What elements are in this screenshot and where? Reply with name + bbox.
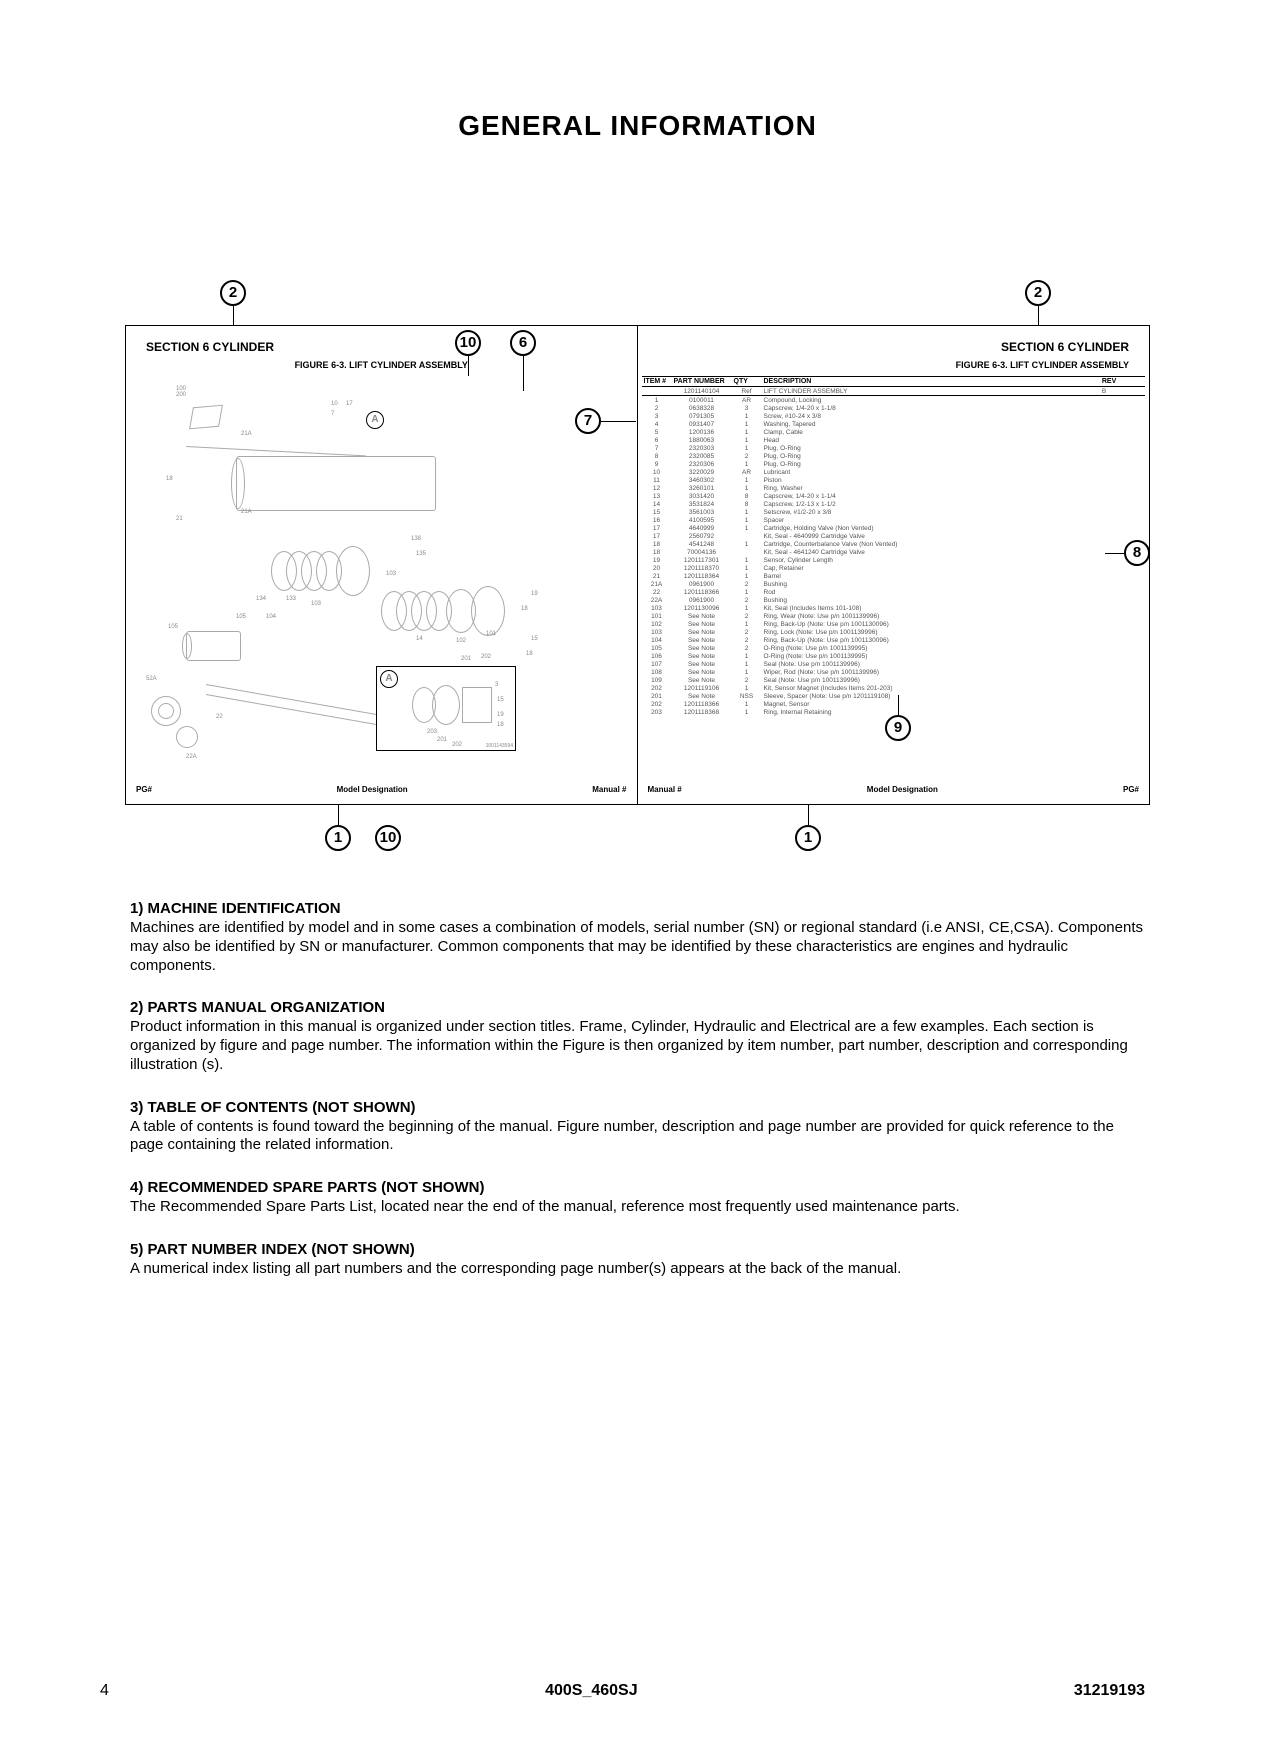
table-header: DESCRIPTION [762,377,1100,387]
table-row: 206383283Capscrew, 1/4-20 x 1-1/8 [642,404,1146,412]
table-row: 1330314208Capscrew, 1/4-20 x 1-1/4 [642,492,1146,500]
parts-table: ITEM #PART NUMBERQTYDESCRIPTIONREV 12011… [642,376,1146,716]
table-row: 1435318248Capscrew, 1/2-13 x 1-1/2 [642,500,1146,508]
section-heading: 5) PART NUMBER INDEX (NOT SHOWN) [130,1241,1145,1258]
callout-2-right: 2 [1025,280,1051,306]
section-body: A numerical index listing all part numbe… [130,1260,1145,1279]
table-row: 103220029ARLubricant [642,468,1146,476]
table-header: REV [1100,377,1145,387]
section-heading: 1) MACHINE IDENTIFICATION [130,900,1145,917]
table-row: 108See Note1Wiper, Rod (Note: Use p/n 10… [642,668,1146,676]
callout-2-left: 2 [220,280,246,306]
table-row: 1232601011Ring, Washer [642,484,1146,492]
table-row: 1201140104RefLIFT CYLINDER ASSEMBLYB [642,387,1146,396]
section-body: Machines are identified by model and in … [130,919,1145,975]
table-row: 1845412481Cartridge, Counterbalance Valv… [642,540,1146,548]
callout-6: 6 [510,330,536,356]
model-designation: 400S_460SJ [545,1682,638,1700]
table-row: 1912011173011Sensor, Cylinder Length [642,556,1146,564]
detail-a-badge-inset: A [380,670,398,688]
text-section: 4) RECOMMENDED SPARE PARTS (NOT SHOWN) Th… [130,1179,1145,1217]
manual-number: 31219193 [1074,1682,1145,1700]
table-row: 105See Note2O-Ring (Note: Use p/n 100113… [642,644,1146,652]
section-heading: 4) RECOMMENDED SPARE PARTS (NOT SHOWN) [130,1179,1145,1196]
table-row: 20212011191061Kit, Sensor Magnet (Includ… [642,684,1146,692]
table-row: 1641005951Spacer [642,516,1146,524]
callout-9: 9 [885,715,911,741]
page-footer: 4 400S_460SJ 31219193 [0,1682,1275,1700]
callout-1-right: 1 [795,825,821,851]
page-title: GENERAL INFORMATION [0,110,1275,142]
table-row: 923203061Plug, O-Ring [642,460,1146,468]
table-row: 10312011300961Kit, Seal (Includes Items … [642,604,1146,612]
content-sections: 1) MACHINE IDENTIFICATION Machines are id… [130,900,1145,1303]
table-header: PART NUMBER [672,377,732,387]
text-section: 5) PART NUMBER INDEX (NOT SHOWN) A numeri… [130,1241,1145,1279]
detail-a-inset: A 203 201 202 3 15 19 18 1001143594 [376,666,516,751]
right-section-header: SECTION 6 CYLINDER [1001,340,1129,354]
detail-a-badge: A [366,411,384,429]
table-row: 512001361Clamp, Cable [642,428,1146,436]
table-row: 201See NoteNSSSleeve, Spacer (Note: Use … [642,692,1146,700]
right-footer-model: Model Designation [867,785,938,794]
text-section: 2) PARTS MANUAL ORGANIZATION Product info… [130,999,1145,1074]
table-row: 21A09619002Bushing [642,580,1146,588]
table-row: 1870004136Kit, Seal - 4641240 Cartridge … [642,548,1146,556]
table-row: 20212011183661Magnet, Sensor [642,700,1146,708]
manual-page-frame: SECTION 6 CYLINDER FIGURE 6-3. LIFT CYLI… [125,325,1150,805]
left-section-header: SECTION 6 CYLINDER [146,340,274,354]
table-row: 723203031Plug, O-Ring [642,444,1146,452]
left-footer-row: PG# Model Designation Manual # [136,785,627,794]
section-heading: 3) TABLE OF CONTENTS (NOT SHOWN) [130,1099,1145,1116]
table-row: 1535610031Setscrew, #1/2-20 x 3/8 [642,508,1146,516]
section-body: Product information in this manual is or… [130,1018,1145,1074]
table-row: 2012011183701Cap, Retainer [642,564,1146,572]
section-body: A table of contents is found toward the … [130,1118,1145,1156]
left-footer-manual: Manual # [592,785,626,794]
left-figure-title: FIGURE 6-3. LIFT CYLINDER ASSEMBLY [126,360,637,370]
section-heading: 2) PARTS MANUAL ORGANIZATION [130,999,1145,1016]
callout-7: 7 [575,408,601,434]
diagram-container: 2 2 10 6 7 8 9 1 10 1 SECTION 6 CYLINDER… [125,280,1150,850]
right-footer-manual: Manual # [648,785,682,794]
table-header: QTY [732,377,762,387]
section-body: The Recommended Spare Parts List, locate… [130,1198,1145,1217]
table-row: 1134603021Piston [642,476,1146,484]
table-row: 22A09619002Bushing [642,596,1146,604]
table-row: 618800631Head [642,436,1146,444]
callout-10-bottom: 10 [375,825,401,851]
table-header: ITEM # [642,377,672,387]
table-row: 109See Note2Seal (Note: Use p/n 10011399… [642,676,1146,684]
table-row: 106See Note1O-Ring (Note: Use p/n 100113… [642,652,1146,660]
table-row: 2112011183641Barrel [642,572,1146,580]
right-footer-pg: PG# [1123,785,1139,794]
left-footer-model: Model Designation [337,785,408,794]
right-figure-title: FIGURE 6-3. LIFT CYLINDER ASSEMBLY [638,360,1150,370]
table-row: 172560792Kit, Seal - 4640999 Cartridge V… [642,532,1146,540]
table-row: 2212011183661Rod [642,588,1146,596]
text-section: 3) TABLE OF CONTENTS (NOT SHOWN) A table … [130,1099,1145,1156]
table-row: 104See Note2Ring, Back-Up (Note: Use p/n… [642,636,1146,644]
table-row: 101See Note2Ring, Wear (Note: Use p/n 10… [642,612,1146,620]
page-number: 4 [100,1682,109,1700]
table-row: 307913051Screw, #10-24 x 3/8 [642,412,1146,420]
table-row: 409314071Washing, Tapered [642,420,1146,428]
table-row: 10100011ARCompound, Locking [642,396,1146,405]
callout-8: 8 [1124,540,1150,566]
exploded-view: 100200 A 10 7 17 21A 18 21 21A [136,376,627,764]
table-row: 823200852Plug, O-Ring [642,452,1146,460]
table-row: 1746409991Cartridge, Holding Valve (Non … [642,524,1146,532]
left-panel: SECTION 6 CYLINDER FIGURE 6-3. LIFT CYLI… [126,326,638,804]
table-row: 103See Note2Ring, Lock (Note: Use p/n 10… [642,628,1146,636]
callout-1-left: 1 [325,825,351,851]
callout-10-top: 10 [455,330,481,356]
table-row: 107See Note1Seal (Note: Use p/n 10011399… [642,660,1146,668]
table-row: 102See Note1Ring, Back-Up (Note: Use p/n… [642,620,1146,628]
left-footer-pg: PG# [136,785,152,794]
text-section: 1) MACHINE IDENTIFICATION Machines are id… [130,900,1145,975]
right-footer-row: Manual # Model Designation PG# [648,785,1140,794]
